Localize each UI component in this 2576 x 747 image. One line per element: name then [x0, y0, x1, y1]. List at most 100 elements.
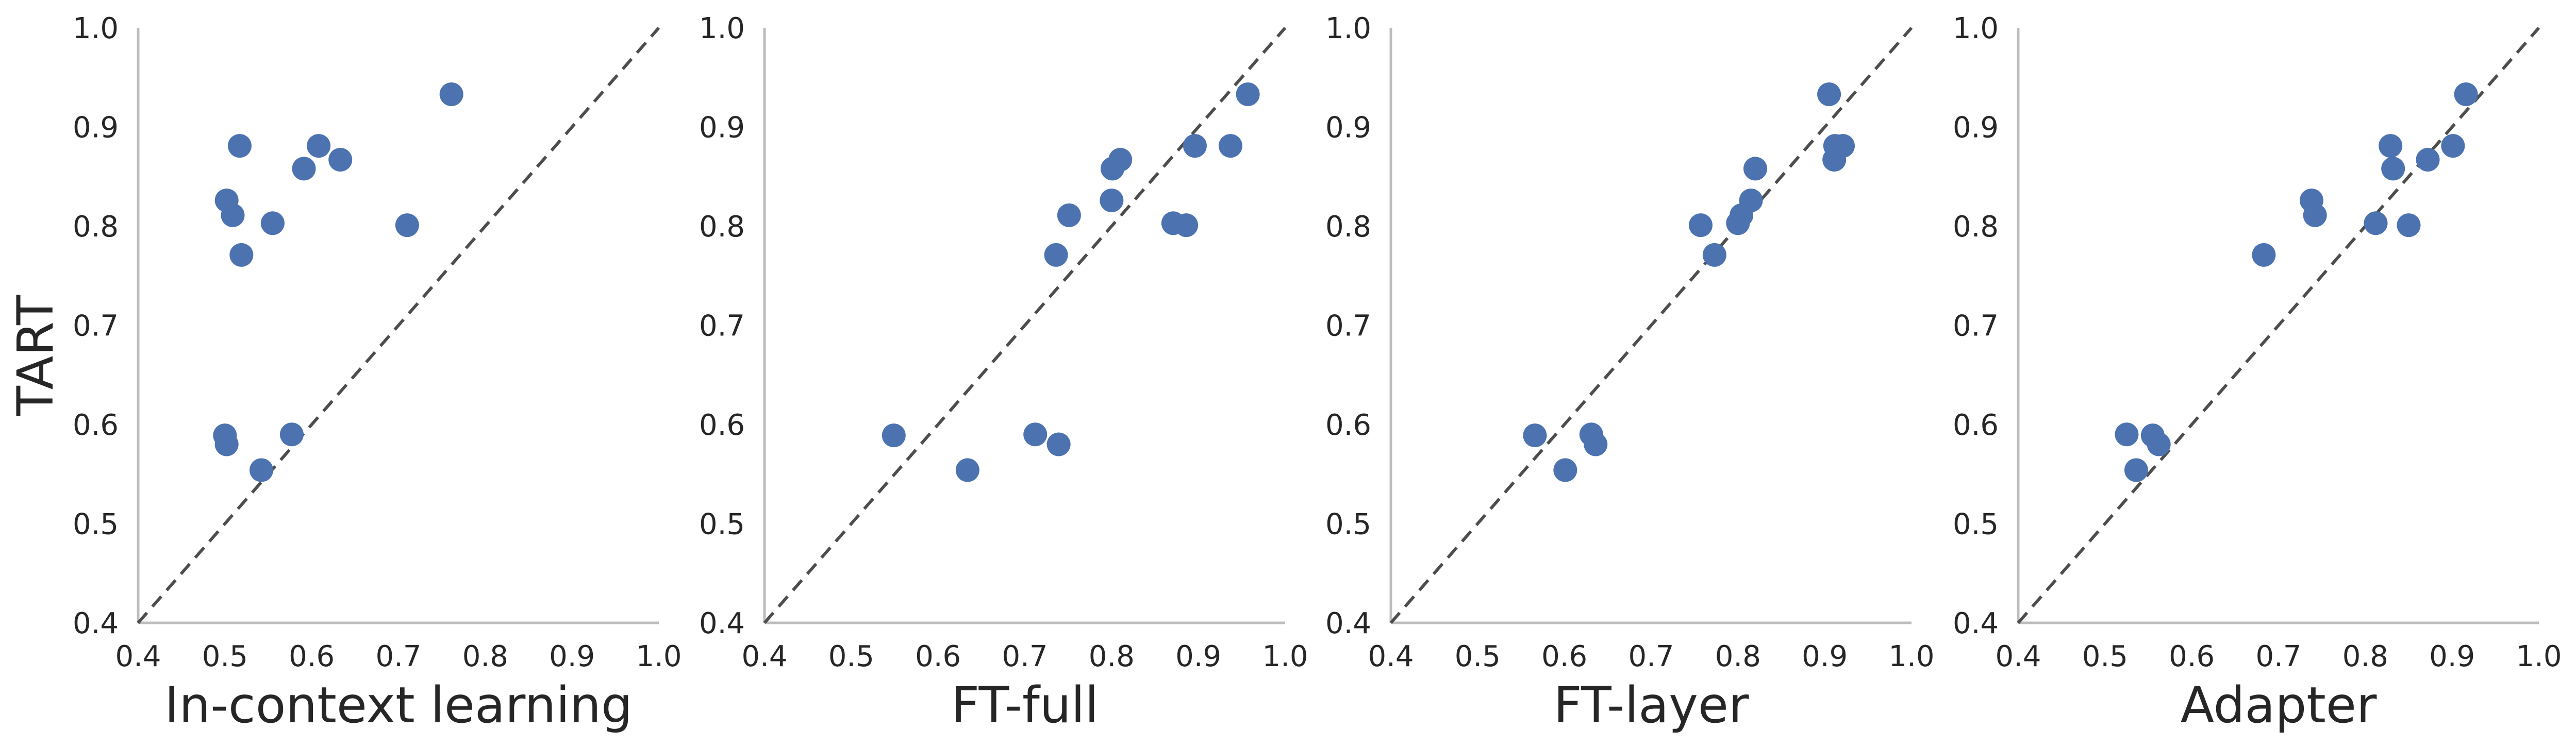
x-axis-label: FT-layer — [1554, 676, 1749, 734]
scatter-point — [1743, 157, 1767, 181]
x-tick-label: 0.5 — [202, 640, 248, 673]
x-axis-label: FT-full — [951, 676, 1099, 734]
y-tick-label: 0.6 — [73, 409, 119, 442]
scatter-point — [1817, 82, 1841, 106]
scatter-point — [2252, 243, 2276, 267]
x-tick-label: 0.7 — [1628, 640, 1674, 673]
x-tick-label: 0.7 — [2255, 640, 2301, 673]
panels: 0.4 0.5 0.6 0.7 0.8 0.9 1.0 0.4 0.5 0.6 0.7 0.8 0.9 1… — [73, 12, 2562, 734]
scatter-point — [292, 157, 316, 181]
scatter-point — [1702, 243, 1726, 267]
x-tick-label: 1.0 — [1888, 640, 1934, 673]
scatter-point — [1553, 458, 1577, 482]
y-tick-label: 1.0 — [699, 12, 745, 45]
y-tick-label: 0.6 — [1325, 409, 1371, 442]
panel-3: 0.4 0.5 0.6 0.7 0.8 0.9 1.0 0.4 0.5 0.6 0.7 0.8 0.9 1… — [1325, 12, 1935, 734]
y-tick-label: 0.8 — [1325, 210, 1371, 244]
y-axis-label: TART — [7, 295, 64, 417]
x-tick-label: 0.8 — [2342, 640, 2388, 673]
x-tick-label: 0.9 — [1175, 640, 1221, 673]
scatter-point — [2454, 82, 2478, 106]
scatter-point — [221, 203, 245, 227]
y-tick-label: 0.8 — [699, 210, 745, 244]
x-tick-label: 0.7 — [1002, 640, 1048, 673]
scatter-point — [307, 134, 331, 158]
scatter-point — [1739, 188, 1763, 212]
y-tick-label: 0.4 — [1325, 607, 1371, 640]
y-tick-label: 0.7 — [73, 310, 119, 343]
x-tick-label: 0.6 — [1541, 640, 1587, 673]
y-tick-label: 0.5 — [73, 508, 119, 541]
scatter-point — [2303, 203, 2327, 227]
scatter-point — [1044, 243, 1068, 267]
panel-1: 0.4 0.5 0.6 0.7 0.8 0.9 1.0 0.4 0.5 0.6 0.7 0.8 0.9 1… — [73, 12, 682, 734]
scatter-point — [882, 423, 906, 448]
scatter-point — [1831, 134, 1855, 158]
y-tick-label: 0.9 — [1953, 111, 1999, 145]
y-tick-label: 1.0 — [1325, 12, 1371, 45]
identity-line — [2017, 27, 2540, 624]
y-tick-label: 0.4 — [1953, 607, 1999, 640]
x-tick-label: 0.4 — [115, 640, 161, 673]
scatter-point — [1523, 423, 1547, 448]
y-tick-label: 0.7 — [1953, 310, 1999, 343]
scatter-point — [260, 211, 285, 235]
y-tick-label: 0.4 — [73, 607, 119, 640]
x-tick-label: 0.6 — [289, 640, 335, 673]
y-tick-label: 0.8 — [73, 210, 119, 244]
scatter-point — [2416, 148, 2440, 172]
scatter-point — [2124, 458, 2148, 482]
scatter-point — [2441, 134, 2465, 158]
y-tick-label: 0.6 — [699, 409, 745, 442]
scatter-point — [2147, 432, 2171, 456]
x-tick-label: 0.4 — [1368, 640, 1414, 673]
x-tick-label: 0.8 — [462, 640, 508, 673]
y-tick-label: 0.7 — [1325, 310, 1371, 343]
identity-line — [1389, 27, 1913, 624]
scatter-point — [214, 432, 239, 456]
scatter-point — [1174, 213, 1199, 237]
panel-2: 0.4 0.5 0.6 0.7 0.8 0.9 1.0 0.4 0.5 0.6 0.7 0.8 0.9 1… — [699, 12, 1308, 734]
scatter-point — [2381, 157, 2405, 181]
x-tick-label: 0.9 — [549, 640, 595, 673]
scatter-point — [395, 213, 419, 237]
scatter-point — [2115, 422, 2139, 447]
x-tick-label: 0.8 — [1715, 640, 1761, 673]
x-tick-label: 0.7 — [375, 640, 421, 673]
x-tick-label: 0.8 — [1089, 640, 1135, 673]
y-tick-label: 0.9 — [699, 111, 745, 145]
x-tick-label: 1.0 — [2516, 640, 2562, 673]
panel-4: 0.4 0.5 0.6 0.7 0.8 0.9 1.0 0.4 0.5 0.6 0.7 0.8 0.9 1… — [1953, 12, 2562, 734]
x-tick-label: 0.5 — [2082, 640, 2128, 673]
scatter-point — [1046, 432, 1071, 456]
x-tick-label: 0.4 — [1995, 640, 2041, 673]
x-tick-label: 0.5 — [1455, 640, 1501, 673]
y-tick-label: 1.0 — [73, 12, 119, 45]
identity-line — [763, 27, 1287, 624]
y-tick-label: 1.0 — [1953, 12, 1999, 45]
scatter-point — [1057, 203, 1081, 227]
scatter-point — [1183, 134, 1207, 158]
x-tick-label: 0.9 — [1802, 640, 1848, 673]
scatter-point — [1218, 134, 1242, 158]
scatter-point — [955, 458, 979, 482]
scatter-point — [250, 458, 274, 482]
x-tick-label: 1.0 — [1262, 640, 1308, 673]
y-tick-label: 0.4 — [699, 607, 745, 640]
scatter-point — [227, 134, 252, 158]
x-tick-label: 0.9 — [2429, 640, 2475, 673]
scatter-point — [2364, 211, 2388, 235]
scatter-point — [328, 148, 353, 172]
scatter-point — [229, 243, 254, 267]
scatter-point — [439, 82, 463, 106]
x-tick-label: 1.0 — [636, 640, 682, 673]
scatter-point — [1023, 422, 1048, 447]
x-tick-label: 0.5 — [828, 640, 874, 673]
y-tick-label: 0.8 — [1953, 210, 1999, 244]
y-tick-label: 0.9 — [1325, 111, 1371, 145]
identity-line — [137, 27, 660, 624]
y-tick-label: 0.6 — [1953, 409, 1999, 442]
x-axis-label: Adapter — [2181, 676, 2377, 734]
x-tick-label: 0.6 — [2169, 640, 2215, 673]
